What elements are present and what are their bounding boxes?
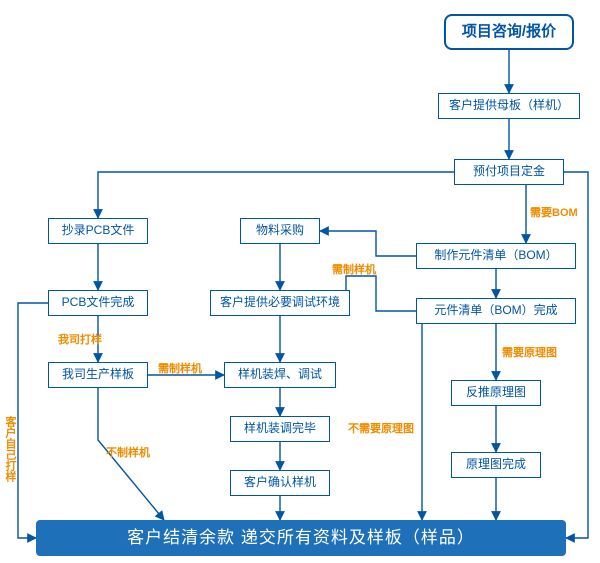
node-n_pcbdone: PCB文件完成 xyxy=(48,290,148,316)
edge-label-8: 不制样机 xyxy=(106,444,150,460)
edge-label-16: 需制样机 xyxy=(332,261,376,277)
node-n_mother: 客户提供母板（样机） xyxy=(438,93,580,119)
node-n_bom: 制作元件清单（BOM） xyxy=(416,243,576,269)
node-n_adjdone: 样机装调完毕 xyxy=(230,416,330,442)
edge-6 xyxy=(18,303,48,538)
node-n_env: 客户提供必要调试环境 xyxy=(210,290,350,316)
node-n_confirm: 客户确认样机 xyxy=(230,470,330,496)
edge-16 xyxy=(346,276,416,311)
edge-label-6: 客户自己打样 xyxy=(2,416,18,482)
edge-label-5: 我司打样 xyxy=(58,331,102,347)
node-n_revsch: 反推原理图 xyxy=(451,380,541,406)
node-n_assemble: 样机装焊、调试 xyxy=(224,362,336,388)
node-n_start: 项目咨询/报价 xyxy=(444,14,574,50)
node-n_end: 客户结清余款 递交所有资料及样板（样品） xyxy=(36,520,566,556)
node-n_bomdone: 元件清单（BOM）完成 xyxy=(416,298,576,324)
node-n_purchase: 物料采购 xyxy=(240,218,320,244)
node-n_copypcb: 抄录PCB文件 xyxy=(48,218,148,244)
edge-2 xyxy=(98,172,454,218)
edge-label-17: 需要原理图 xyxy=(502,344,557,360)
node-n_makesample: 我司生产样板 xyxy=(48,362,148,388)
edge-10 xyxy=(320,231,416,256)
edge-label-3: 需要BOM xyxy=(530,204,578,220)
node-n_schdone: 原理图完成 xyxy=(451,452,541,478)
edge-label-18: 不需要原理图 xyxy=(348,420,414,436)
node-n_deposit: 预付项目定金 xyxy=(454,159,564,185)
edge-21 xyxy=(564,172,588,538)
edge-label-7: 需制样机 xyxy=(158,360,202,376)
